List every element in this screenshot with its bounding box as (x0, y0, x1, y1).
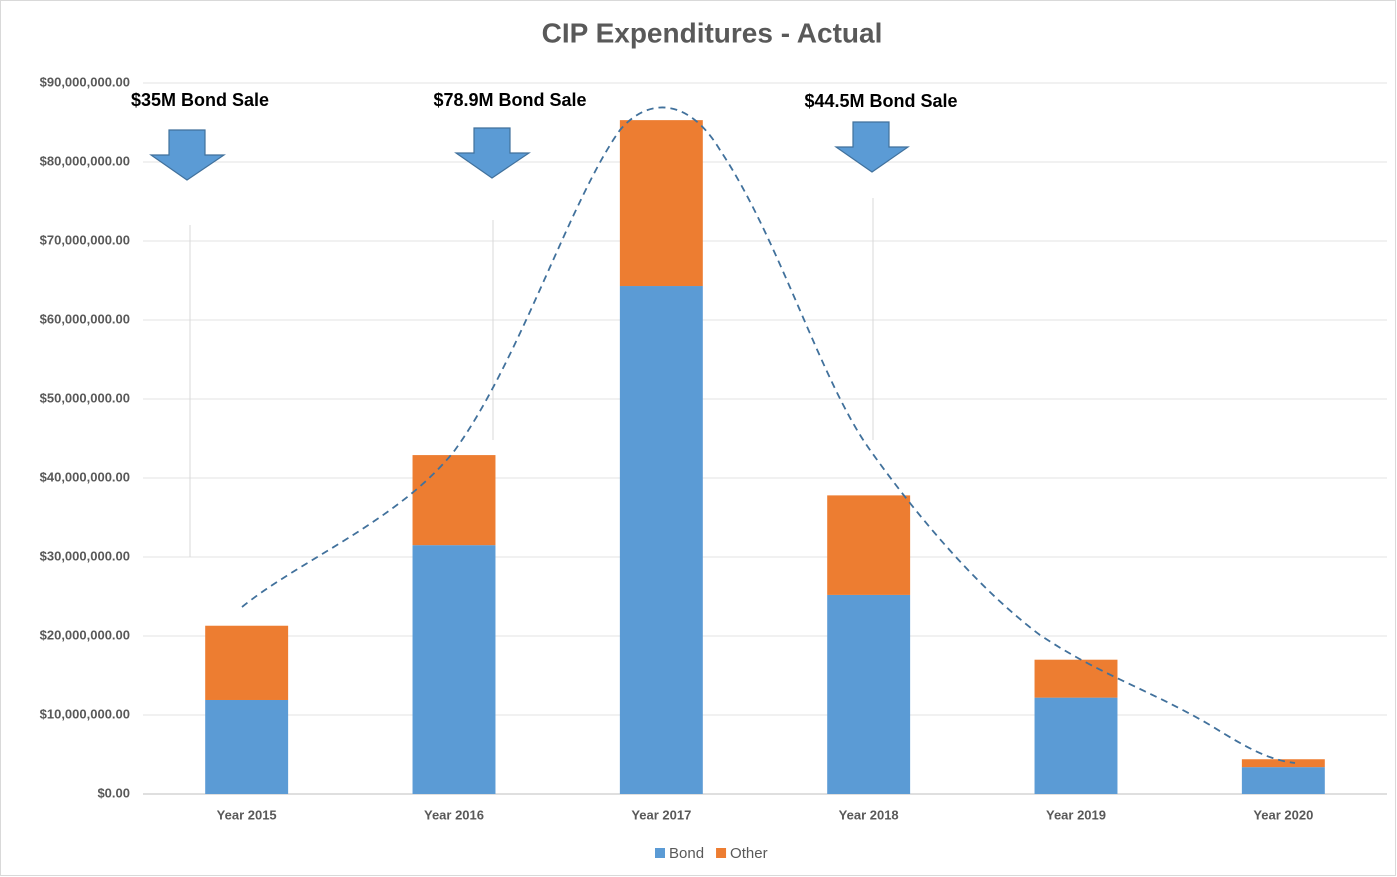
y-tick-label: $90,000,000.00 (40, 74, 130, 89)
x-tick-label: Year 2016 (424, 807, 484, 822)
chart-title: CIP Expenditures - Actual (542, 17, 883, 48)
x-tick-label: Year 2017 (631, 807, 691, 822)
y-tick-label: $80,000,000.00 (40, 153, 130, 168)
arrow (149, 129, 226, 181)
arrow (454, 127, 531, 179)
bar-segment (205, 625, 289, 700)
trend-curve (241, 106, 1296, 764)
legend: Bond Other (655, 845, 768, 862)
bar-segment (412, 545, 496, 794)
annotation: $35M Bond Sale (131, 90, 269, 110)
bar-segment (1034, 659, 1118, 698)
bar-segment (1241, 759, 1325, 768)
annotation: $78.9M Bond Sale (433, 90, 586, 110)
x-tick-label: Year 2018 (839, 807, 899, 822)
bar-segment (619, 286, 703, 794)
bar-segment (1241, 767, 1325, 794)
x-tick-label: Year 2020 (1253, 807, 1313, 822)
bar-segment (1034, 697, 1118, 794)
annotation: $44.5M Bond Sale (804, 91, 957, 111)
bar-segment (205, 699, 289, 794)
y-tick-label: $0.00 (97, 785, 130, 800)
annotations: $35M Bond Sale $78.9M Bond Sale $44.5M Bon… (131, 90, 958, 111)
x-tick-label: Year 2015 (217, 807, 277, 822)
bar-segment (827, 495, 911, 595)
y-tick-label: $20,000,000.00 (40, 627, 130, 642)
bar-segment (619, 120, 703, 287)
y-tick-label: $70,000,000.00 (40, 232, 130, 247)
y-tick-label: $30,000,000.00 (40, 548, 130, 563)
decorations (149, 106, 1296, 764)
bar-segment (412, 455, 496, 546)
legend-label: Bond (669, 845, 704, 862)
legend-swatch (655, 848, 665, 858)
y-tick-label: $40,000,000.00 (40, 469, 130, 484)
bar-segment (827, 594, 911, 794)
y-tick-label: $50,000,000.00 (40, 390, 130, 405)
x-tick-label: Year 2019 (1046, 807, 1106, 822)
legend-label: Other (730, 845, 768, 862)
arrow (834, 121, 910, 173)
y-tick-label: $10,000,000.00 (40, 706, 130, 721)
grid: $0.00 $10,000,000.00 $20,000,000.00 $30,000… (40, 74, 1387, 822)
legend-swatch (716, 848, 727, 858)
bars (205, 120, 1325, 794)
y-tick-label: $60,000,000.00 (40, 311, 130, 326)
